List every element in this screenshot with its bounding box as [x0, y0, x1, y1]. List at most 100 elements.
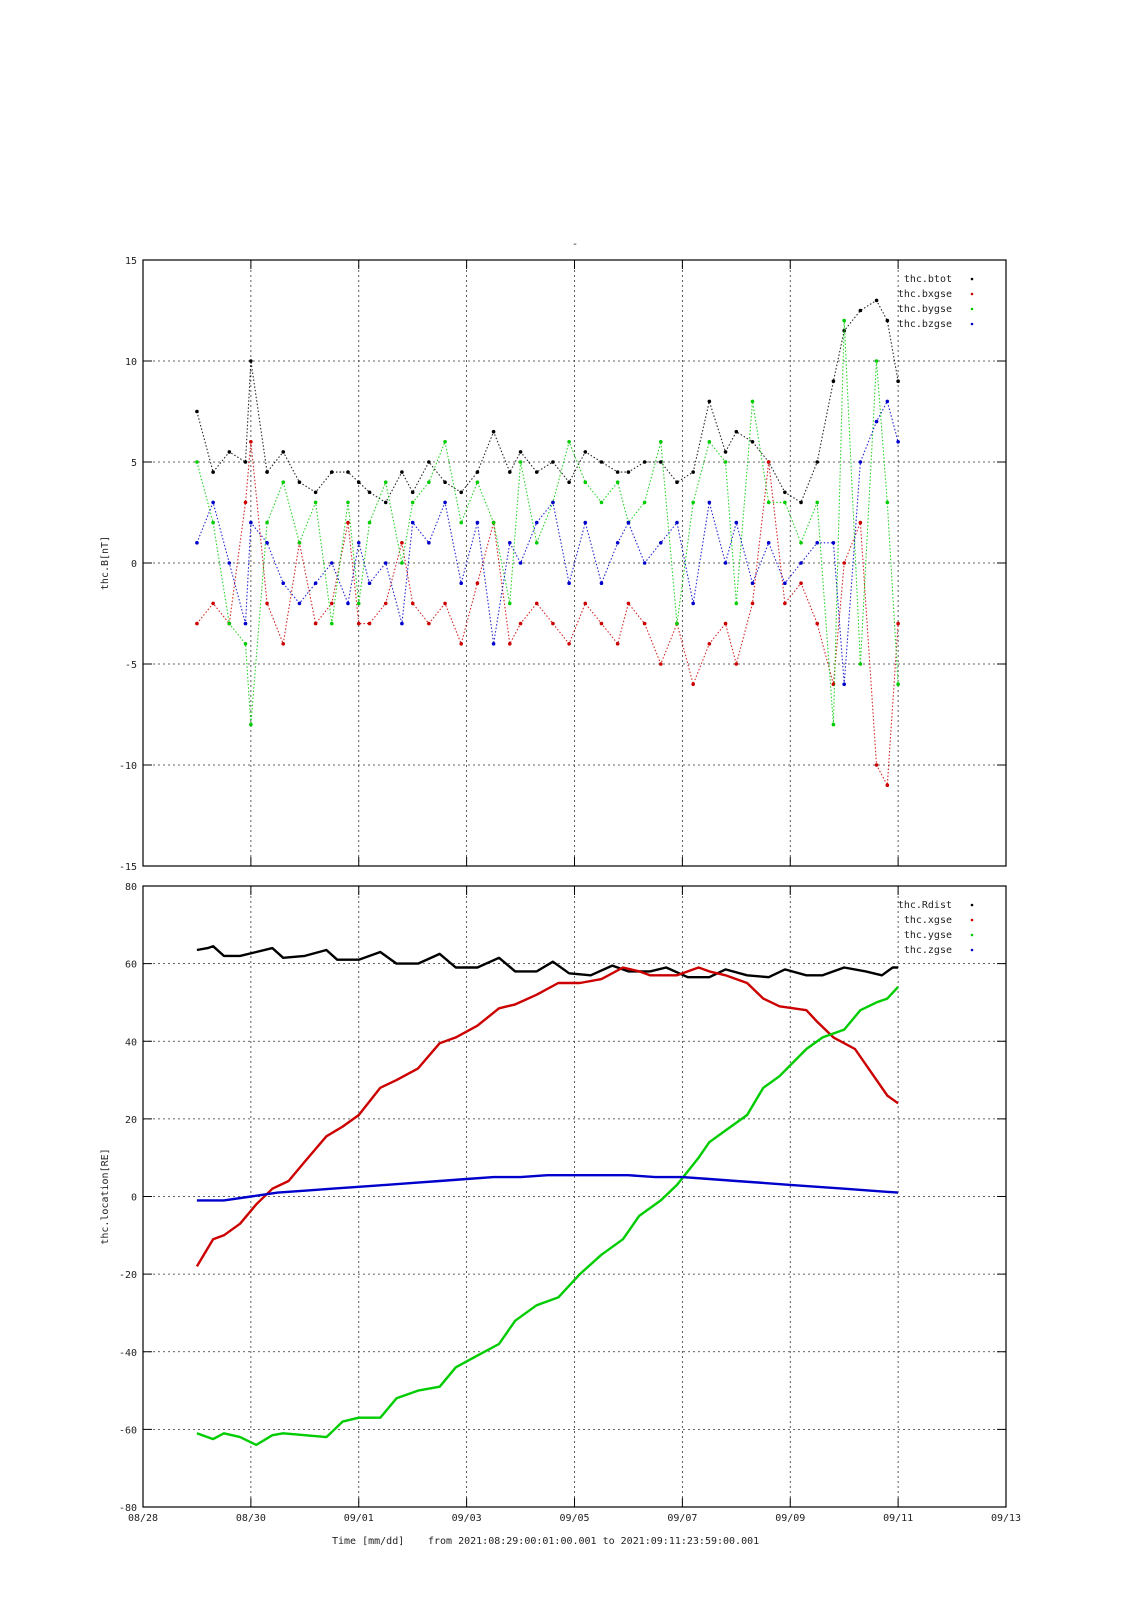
- legend-marker: [970, 292, 974, 296]
- y-tick-label: 10: [125, 357, 137, 368]
- x-tick-label: 09/13: [991, 1513, 1021, 1524]
- data-point: [659, 460, 663, 464]
- series-trace-bxgse: [196, 441, 899, 788]
- data-point: [297, 480, 302, 485]
- data-point: [367, 581, 372, 585]
- data-point: [707, 500, 712, 505]
- data-point: [766, 500, 771, 505]
- data-point: [243, 642, 248, 646]
- data-point: [858, 460, 863, 464]
- data-point: [249, 722, 253, 727]
- data-point: [475, 581, 480, 585]
- data-point: [249, 359, 253, 363]
- data-point: [750, 399, 755, 404]
- data-point: [443, 480, 447, 485]
- legend-entry-label: thc.zgse: [904, 945, 952, 956]
- data-point: [313, 581, 318, 585]
- data-point: [675, 480, 679, 485]
- data-point: [400, 621, 404, 626]
- data-point: [534, 470, 539, 474]
- data-point: [691, 470, 695, 474]
- data-point: [659, 541, 663, 545]
- data-point: [626, 520, 631, 525]
- data-point: [329, 621, 334, 626]
- data-point: [642, 460, 647, 464]
- y-axis-label: thc.B[nT]: [100, 536, 111, 590]
- data-point: [896, 379, 900, 384]
- series-group: [195, 298, 900, 788]
- x-tick-label: 09/01: [344, 1513, 374, 1524]
- legend-marker: [970, 948, 974, 952]
- data-point: [507, 541, 512, 545]
- y-tick-label: -15: [119, 862, 137, 873]
- data-point: [599, 581, 604, 585]
- data-point: [615, 470, 620, 474]
- legend-entry-label: thc.Rdist: [898, 900, 952, 911]
- data-point: [410, 601, 415, 606]
- data-point: [227, 621, 232, 626]
- legend: thc.Rdist thc.xgse thc.ygse thc.zgse: [898, 900, 974, 956]
- data-point: [356, 480, 361, 485]
- legend: thc.btot thc.bxgse thc.bygse thc.bzgse: [898, 274, 974, 330]
- data-point: [518, 561, 523, 565]
- data-point: [567, 642, 571, 646]
- data-point: [734, 601, 739, 606]
- data-point: [815, 460, 820, 464]
- legend-entry-label: thc.xgse: [904, 915, 952, 926]
- data-point: [507, 601, 512, 606]
- data-point: [534, 541, 539, 545]
- data-point: [815, 621, 820, 626]
- data-point: [427, 621, 431, 626]
- data-point: [615, 480, 620, 485]
- data-point: [691, 601, 695, 606]
- data-point: [313, 500, 318, 505]
- data-point: [734, 429, 739, 434]
- data-point: [195, 541, 199, 545]
- data-point: [383, 601, 388, 606]
- data-point: [858, 662, 863, 666]
- data-point: [281, 642, 286, 646]
- data-point: [783, 581, 787, 585]
- data-point: [346, 470, 350, 474]
- x-tick-label: 09/05: [559, 1513, 589, 1524]
- data-point: [475, 520, 480, 525]
- data-point: [243, 500, 248, 505]
- data-point: [507, 642, 512, 646]
- legend-marker: [970, 903, 974, 907]
- data-point: [459, 520, 464, 525]
- data-point: [281, 581, 286, 585]
- figure-title: -: [572, 239, 578, 250]
- y-tick-label: -5: [125, 660, 137, 671]
- data-point: [243, 460, 248, 464]
- data-point: [799, 500, 803, 505]
- data-point: [567, 440, 571, 444]
- data-point: [691, 500, 695, 505]
- legend-marker: [970, 307, 974, 311]
- y-tick-label: 15: [125, 256, 137, 267]
- data-point: [896, 682, 900, 686]
- data-point: [195, 621, 199, 626]
- data-point: [265, 601, 269, 606]
- x-tick-label: 09/09: [775, 1513, 805, 1524]
- data-point: [783, 601, 787, 606]
- data-point: [734, 662, 739, 666]
- data-point: [815, 500, 820, 505]
- data-point: [356, 621, 361, 626]
- data-point: [443, 601, 447, 606]
- data-point: [799, 581, 803, 585]
- data-point: [410, 500, 415, 505]
- data-point: [427, 460, 431, 464]
- data-point: [799, 561, 803, 565]
- data-point: [750, 601, 755, 606]
- y-tick-label: -80: [119, 1503, 137, 1514]
- y-tick-label: -60: [119, 1425, 137, 1436]
- series-trace-bygse: [196, 320, 899, 725]
- data-point: [723, 561, 728, 565]
- data-point: [329, 601, 334, 606]
- data-point: [707, 399, 712, 404]
- data-point: [211, 470, 215, 474]
- series-group: [195, 945, 899, 1447]
- data-point: [400, 561, 404, 565]
- y-tick-label: 0: [131, 1193, 137, 1204]
